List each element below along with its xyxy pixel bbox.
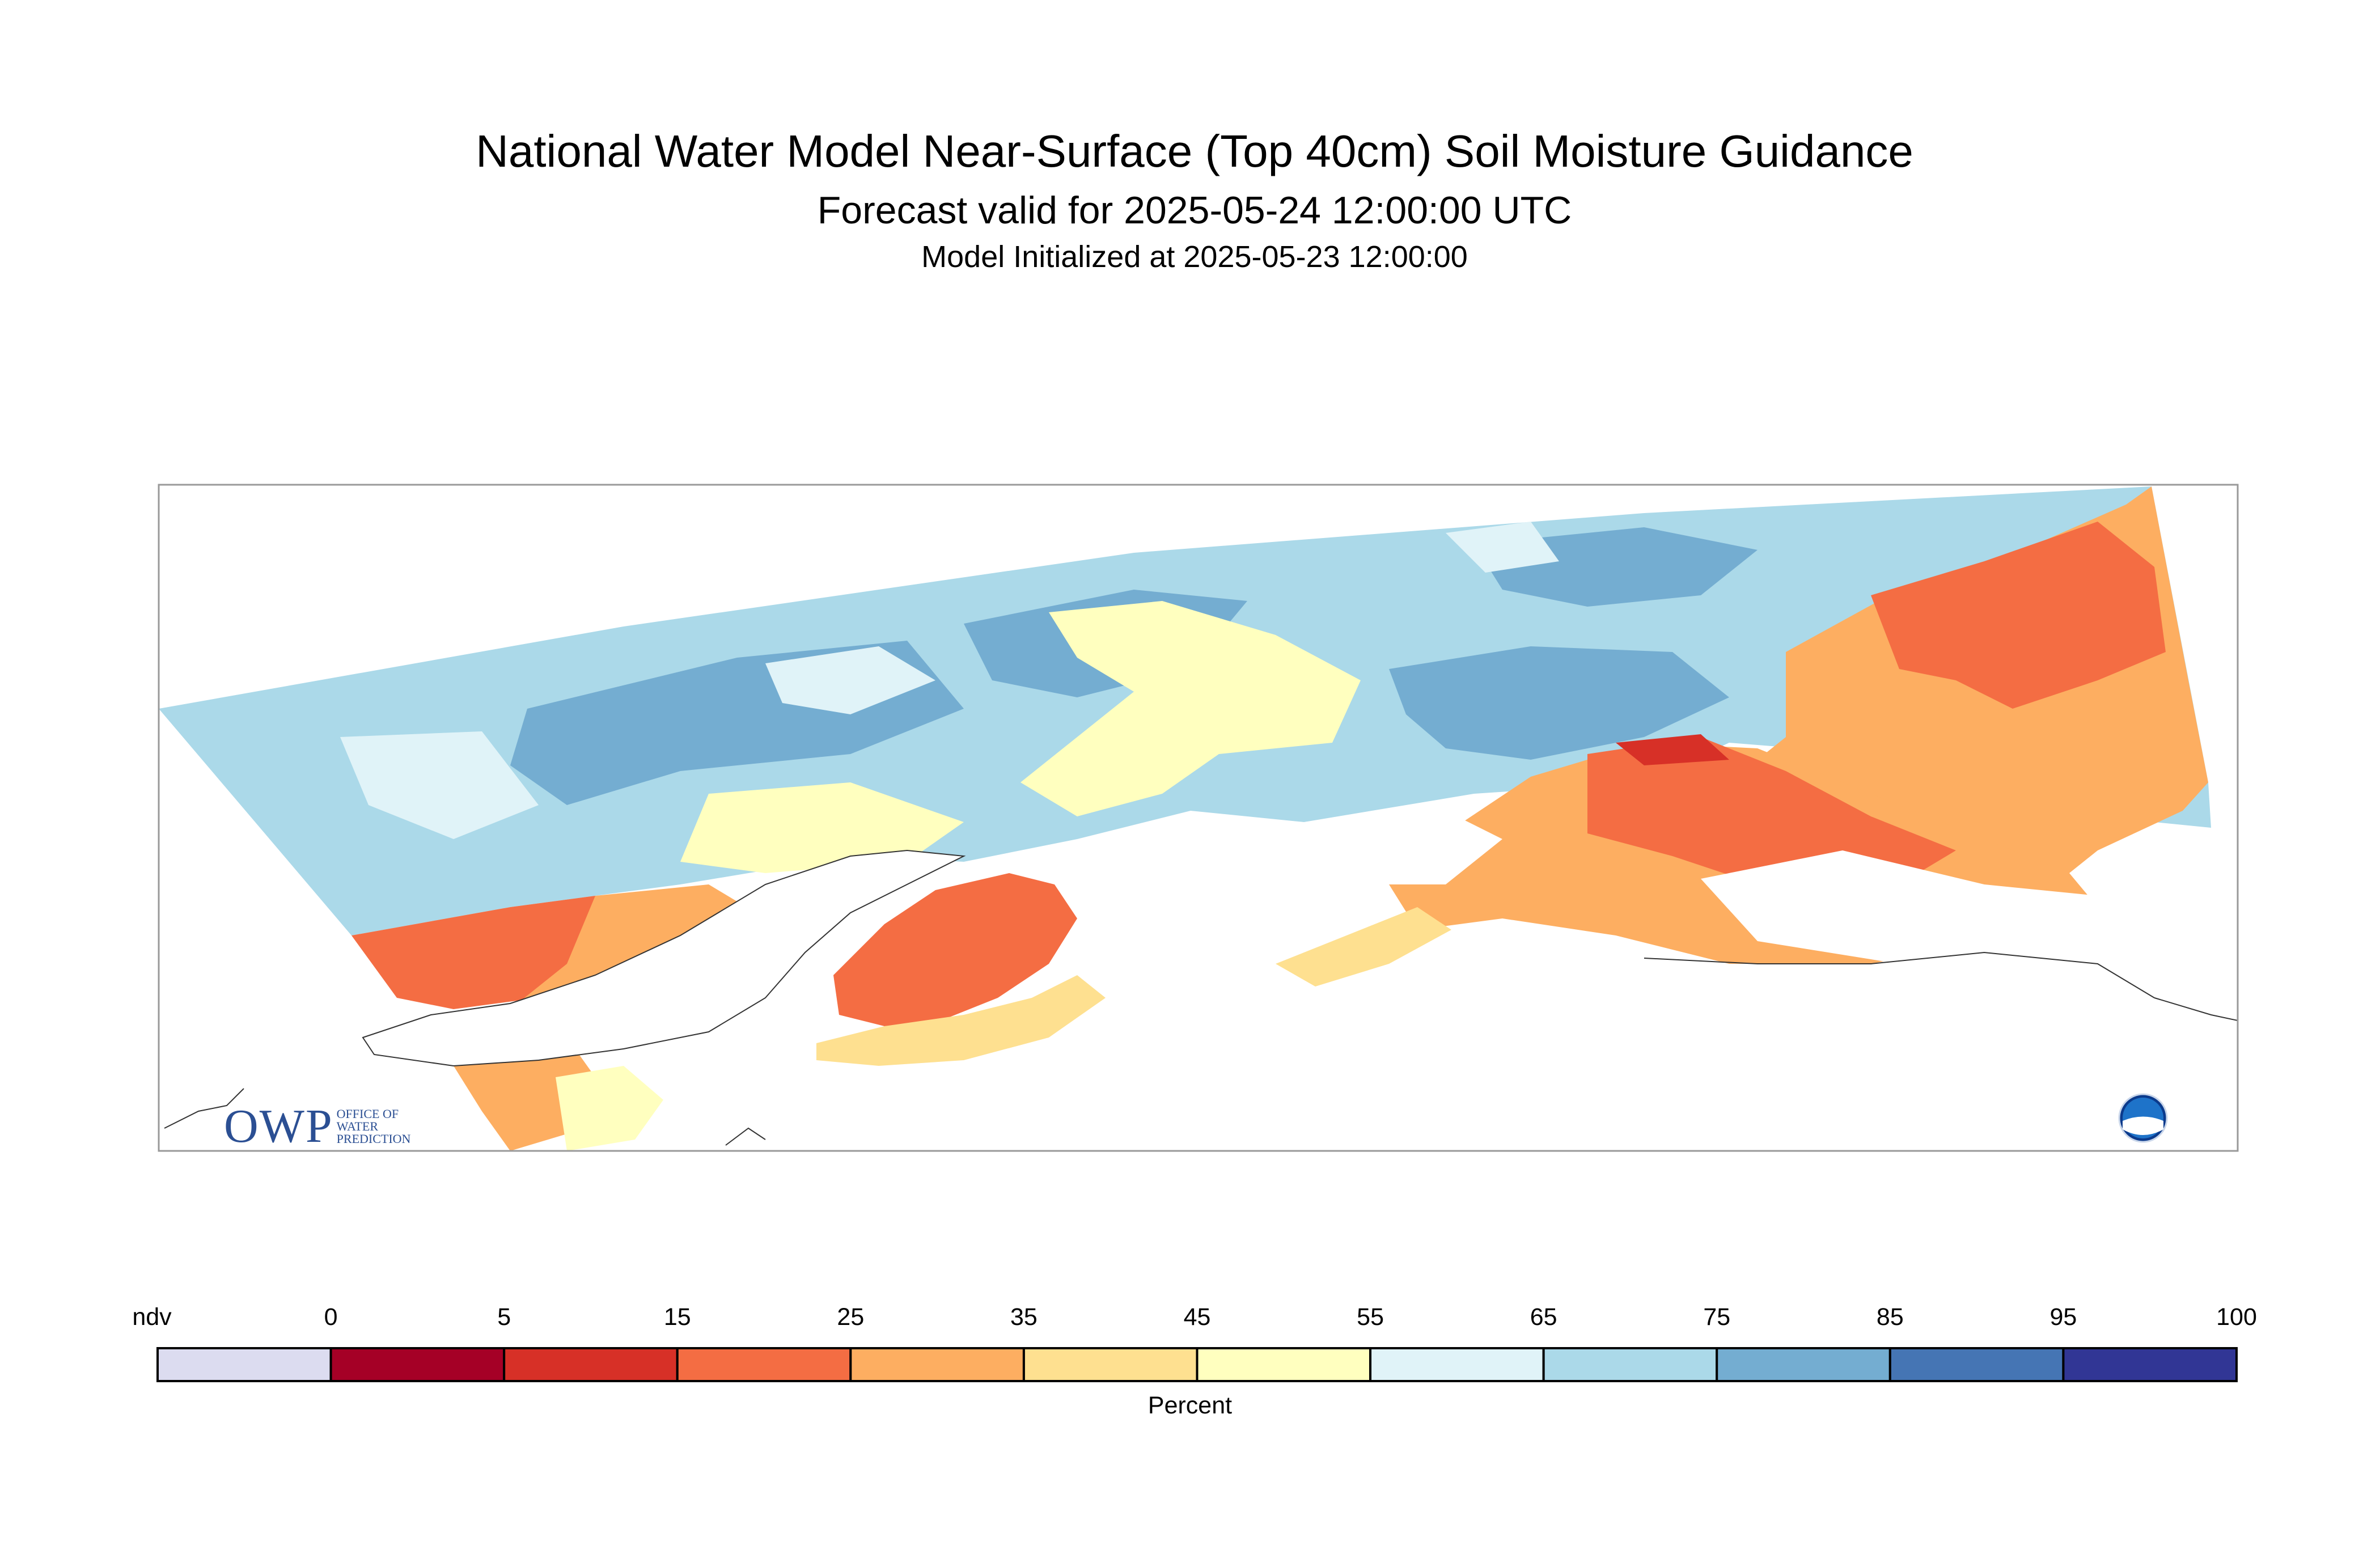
owp-logo-subtitle: OFFICE OF WATER PREDICTION xyxy=(336,1106,411,1146)
colorbar-swatch-0 xyxy=(156,1347,332,1382)
colorbar-swatch-2 xyxy=(503,1347,679,1382)
moist-region-north xyxy=(1446,522,1559,573)
model-init-time: Model Initialized at 2025-05-23 12:00:00 xyxy=(921,240,1468,274)
colorbar-tick-label: 95 xyxy=(2049,1303,2077,1331)
cook-inlet xyxy=(362,849,966,1067)
colorbar-tick-label: 65 xyxy=(1530,1303,1557,1331)
forecast-valid-time: Forecast valid for 2025-05-24 12:00:00 U… xyxy=(817,189,1572,232)
colorbar-tick-label: 45 xyxy=(1183,1303,1211,1331)
owp-logo-text: OWP xyxy=(224,1100,333,1153)
owp-logo: OWP OFFICE OF WATER PREDICTION xyxy=(224,1099,410,1154)
colorbar-swatch-9 xyxy=(1716,1347,1891,1382)
noaa-logo-icon xyxy=(2118,1093,2168,1143)
moist-region-west xyxy=(340,731,539,839)
kenai-peninsula xyxy=(833,873,1077,1026)
dry-region-east-core xyxy=(1871,522,2166,709)
colorbar-tick-label: 0 xyxy=(324,1303,338,1331)
colorbar xyxy=(156,1347,2238,1382)
moist-region-central xyxy=(765,646,935,714)
coastline-southwest xyxy=(164,1088,766,1146)
pale-region-central xyxy=(1020,601,1361,816)
colorbar-tick-label: ndv xyxy=(132,1303,172,1331)
pale-region-south xyxy=(680,782,964,873)
colorbar-swatch-7 xyxy=(1369,1347,1545,1382)
map-data-region xyxy=(159,486,2238,1151)
colorbar-label: Percent xyxy=(1147,1392,1233,1419)
colorbar-tick-label: 85 xyxy=(1876,1303,1904,1331)
colorbar-tick-label: 75 xyxy=(1703,1303,1731,1331)
colorbar-tick-label: 55 xyxy=(1357,1303,1384,1331)
map-frame xyxy=(158,484,2239,1152)
colorbar-swatch-3 xyxy=(676,1347,852,1382)
peninsula-southwest-pale xyxy=(556,1066,663,1151)
prince-william-sound xyxy=(1276,907,1451,986)
very-dry-streak xyxy=(1616,734,1729,765)
colorbar-tick-label: 100 xyxy=(2216,1303,2257,1331)
no-data-icefield-2 xyxy=(1304,811,1502,884)
colorbar-tick-label: 5 xyxy=(497,1303,511,1331)
colorbar-tick-label: 25 xyxy=(837,1303,865,1331)
coastline xyxy=(1644,951,2238,1021)
map-title: National Water Model Near-Surface (Top 4… xyxy=(476,126,1913,176)
wet-region-east xyxy=(1389,646,1729,760)
colorbar-tick-label: 35 xyxy=(1010,1303,1037,1331)
dry-region-south-central-core xyxy=(1587,737,1956,884)
colorbar-swatch-10 xyxy=(1888,1347,2065,1382)
colorbar-swatch-8 xyxy=(1542,1347,1718,1382)
kenai-coast xyxy=(816,975,1106,1066)
colorbar-tick-label: 15 xyxy=(663,1303,691,1331)
colorbar-swatch-11 xyxy=(2062,1347,2238,1382)
colorbar-swatch-6 xyxy=(1196,1347,1372,1382)
no-data-icefield xyxy=(1701,850,2126,964)
colorbar-swatch-4 xyxy=(849,1347,1025,1382)
colorbar-swatch-5 xyxy=(1022,1347,1199,1382)
colorbar-swatch-1 xyxy=(329,1347,506,1382)
